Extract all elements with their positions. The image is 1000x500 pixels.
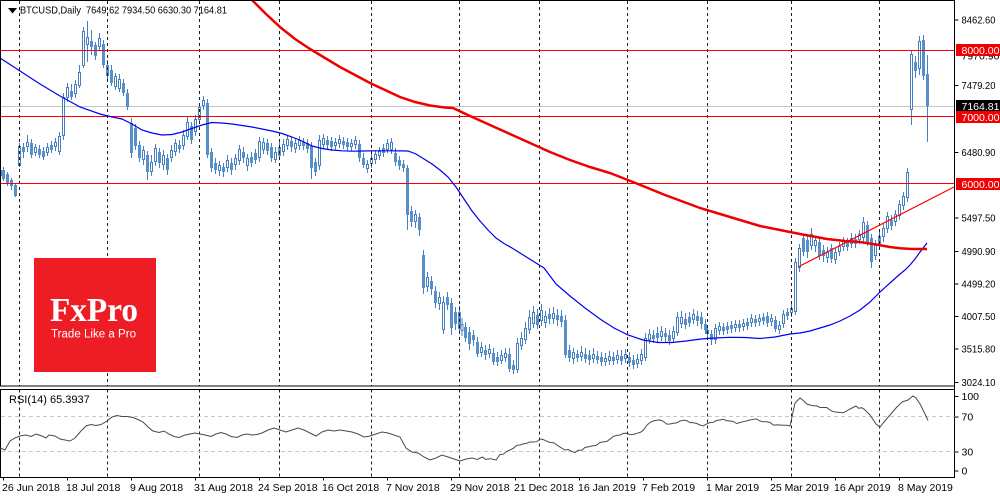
svg-text:6480.90: 6480.90 [962,147,996,159]
svg-text:30: 30 [962,446,974,458]
svg-text:3515.80: 3515.80 [962,344,996,356]
svg-text:8 May 2019: 8 May 2019 [898,482,953,494]
svg-text:18 Jul 2018: 18 Jul 2018 [66,482,120,494]
svg-text:100: 100 [962,391,980,403]
svg-text:25 Mar 2019: 25 Mar 2019 [770,482,829,494]
svg-text:8462.60: 8462.60 [962,14,996,26]
svg-text:24 Sep 2018: 24 Sep 2018 [258,482,318,494]
svg-text:9 Aug 2018: 9 Aug 2018 [130,482,183,494]
svg-text:7 Feb 2019: 7 Feb 2019 [642,482,695,494]
svg-text:70: 70 [962,412,974,424]
svg-text:8000.00: 8000.00 [962,45,1000,57]
svg-text:5497.50: 5497.50 [962,213,996,225]
svg-text:7 Nov 2018: 7 Nov 2018 [386,482,440,494]
svg-text:4990.90: 4990.90 [962,246,996,258]
svg-text:7479.20: 7479.20 [962,80,996,92]
svg-text:1 Mar 2019: 1 Mar 2019 [706,482,759,494]
svg-text:Trade Like a Pro: Trade Like a Pro [51,329,136,341]
svg-text:BTCUSD,Daily 7649.62 7934.50: BTCUSD,Daily 7649.62 7934.50 6630.30 716… [20,5,227,17]
svg-text:16 Jan 2019: 16 Jan 2019 [578,482,636,494]
svg-text:31 Aug 2018: 31 Aug 2018 [194,482,253,494]
svg-text:7164.81: 7164.81 [962,101,1000,113]
svg-text:FxPro: FxPro [50,292,138,329]
svg-text:RSI(14) 65.3937: RSI(14) 65.3937 [9,394,90,406]
svg-text:16 Oct 2018: 16 Oct 2018 [322,482,379,494]
svg-text:4007.50: 4007.50 [962,311,996,323]
svg-text:0: 0 [962,466,968,478]
svg-text:3024.10: 3024.10 [962,377,996,389]
svg-text:29 Nov 2018: 29 Nov 2018 [450,482,510,494]
svg-text:7000.00: 7000.00 [962,112,1000,124]
svg-text:26 Jun 2018: 26 Jun 2018 [2,482,60,494]
svg-text:21 Dec 2018: 21 Dec 2018 [514,482,574,494]
svg-text:4499.20: 4499.20 [962,279,996,291]
svg-text:6000.00: 6000.00 [962,179,1000,191]
svg-text:16 Apr 2019: 16 Apr 2019 [834,482,891,494]
